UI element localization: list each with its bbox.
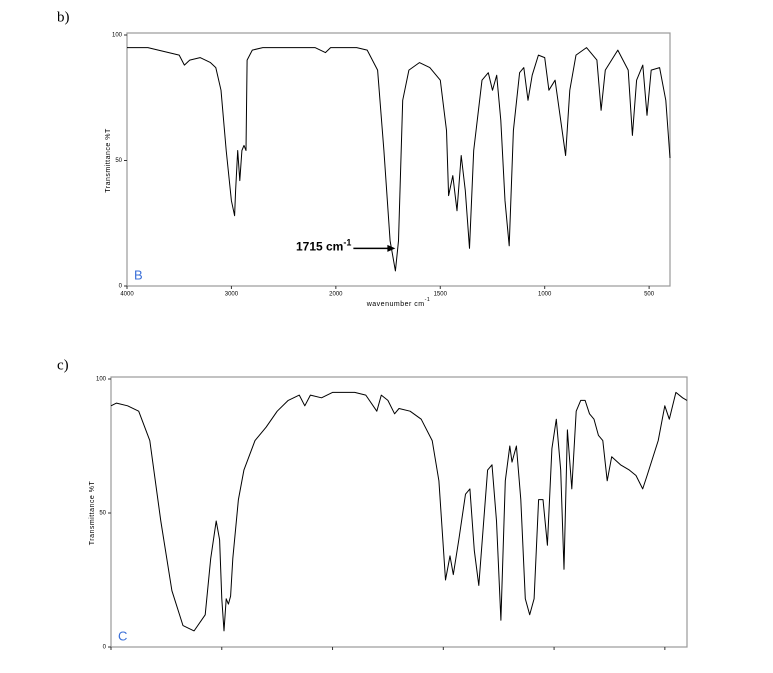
panel-label: c): [57, 357, 69, 373]
x-axis-label-sup: -1: [425, 297, 431, 303]
y-tick-label: 100: [112, 33, 123, 39]
x-tick-label: 1500: [434, 292, 448, 298]
x-tick-label: 1000: [538, 292, 552, 298]
y-tick-label: 0: [103, 645, 107, 651]
y-tick-label: 50: [115, 158, 122, 164]
x-tick-label: 3000: [225, 292, 239, 298]
annotation-label-text: 1715 cm: [296, 240, 343, 254]
y-axis-label: Transmittance %T: [89, 481, 96, 546]
y-tick-label: 50: [99, 511, 106, 517]
annotation-label: 1715 cm-1: [296, 238, 351, 254]
panel-letter: B: [134, 267, 143, 282]
spectrum-line: [127, 47, 671, 272]
plot-frame: [110, 376, 688, 648]
y-tick-label: 100: [96, 377, 107, 383]
panel-letter: C: [118, 628, 127, 643]
x-tick-label: 4000: [120, 292, 134, 298]
y-tick-label: 0: [119, 284, 123, 290]
x-axis-label: wavenumber cm-1: [366, 297, 431, 307]
y-axis-label: Transmittance %T: [105, 128, 112, 193]
plot-frame: [126, 32, 671, 287]
spectrum-line: [110, 391, 688, 632]
x-tick-label: 500: [644, 292, 655, 298]
panel-label: b): [57, 9, 70, 25]
x-axis-label-text: wavenumber cm: [366, 301, 425, 308]
annotation-arrowhead: [387, 244, 396, 252]
x-tick-label: 2000: [329, 292, 343, 298]
annotation-label-sup: -1: [343, 238, 351, 248]
